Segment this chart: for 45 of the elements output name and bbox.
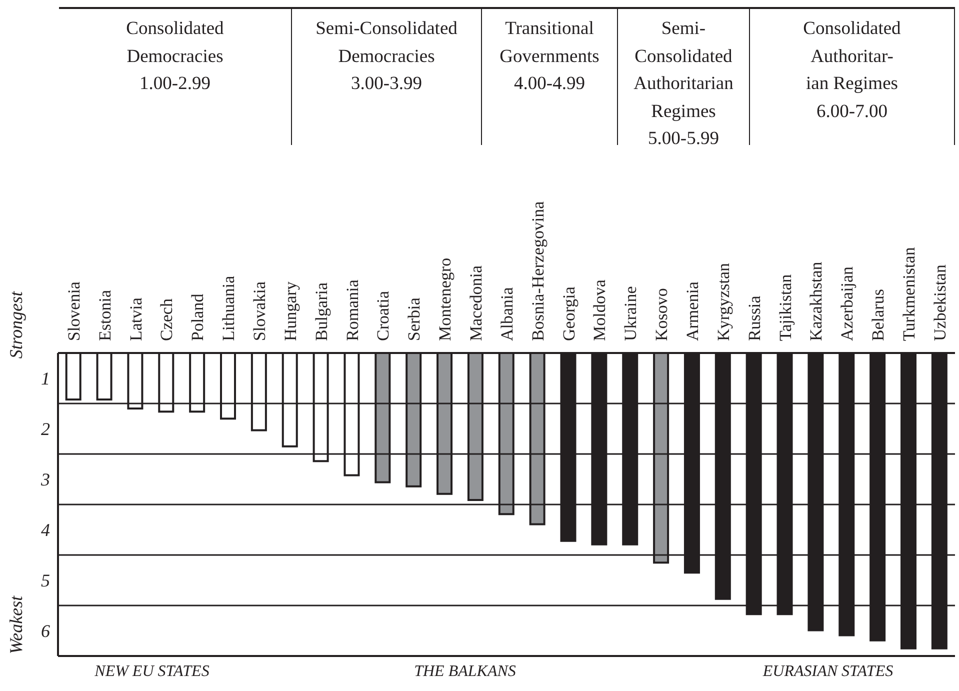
x-tick-label: Azerbaijan [838,266,857,341]
text: Semi- Consolidated Authoritarian Regimes 5.00-5.99 [632,18,734,149]
text: Strongest [6,290,26,359]
y-tick-label: 6 [41,621,50,642]
text: NEW EU STATES [94,663,210,681]
x-tick-label: Kazakhstan [806,261,826,341]
x-tick-label: Lithuania [219,275,238,341]
x-tick-label: Serbia [404,297,424,341]
y-tick-label: 5 [41,570,50,591]
x-tick-label: Albania [497,286,516,341]
text: Weakest [6,594,26,654]
x-tick-label: Ukraine [621,286,640,341]
x-tick-label: Georgia [559,286,578,341]
x-tick-label: Kyrgyzstan [714,262,733,341]
x-tick-label: Russia [744,295,764,341]
text: Consolidated Democracies 1.00-2.99 [59,7,292,145]
text: Consolidated Authoritar- ian Regimes 6.00-7.00 [750,7,955,145]
x-tick-label: Estonia [95,290,114,341]
y-tick-label: 3 [40,470,50,490]
x-tick-label: Poland [188,293,208,341]
x-tick-label: Slovenia [64,281,84,341]
y-tick-label: 4 [41,520,50,540]
x-tick-label: Bulgaria [312,282,331,341]
x-tick-label: Belarus [868,289,888,341]
x-tick-label: Turkmenistan [900,246,919,341]
x-tick-label: Czech [157,298,176,341]
x-tick-label: Uzbekistan [930,264,950,341]
text: EURASIAN STATES [762,663,894,681]
x-tick-label: Kosovo [652,288,672,341]
x-tick-label: Hungary [280,281,300,341]
y-tick-label: 1 [41,368,50,389]
x-tick-label: Montenegro [436,258,455,341]
x-tick-label: Macedonia [466,265,486,341]
x-tick-label: Latvia [126,297,146,341]
x-tick-label: Moldova [590,279,610,341]
x-tick-label: Slovakia [250,281,269,341]
x-tick-label: Bosnia-Herzegovina [528,200,548,341]
text: Transitional Governments 4.00-4.99 [482,7,618,145]
text: THE BALKANS [413,663,517,681]
y-tick-label: 2 [41,419,50,440]
x-tick-label: Armenia [683,281,702,341]
x-tick-label: Croatia [374,290,393,341]
x-tick-label: Romania [342,279,362,341]
text: Semi-Consolidated Democracies 3.00-3.99 [292,7,482,145]
x-tick-label: Tajikistan [776,274,795,341]
